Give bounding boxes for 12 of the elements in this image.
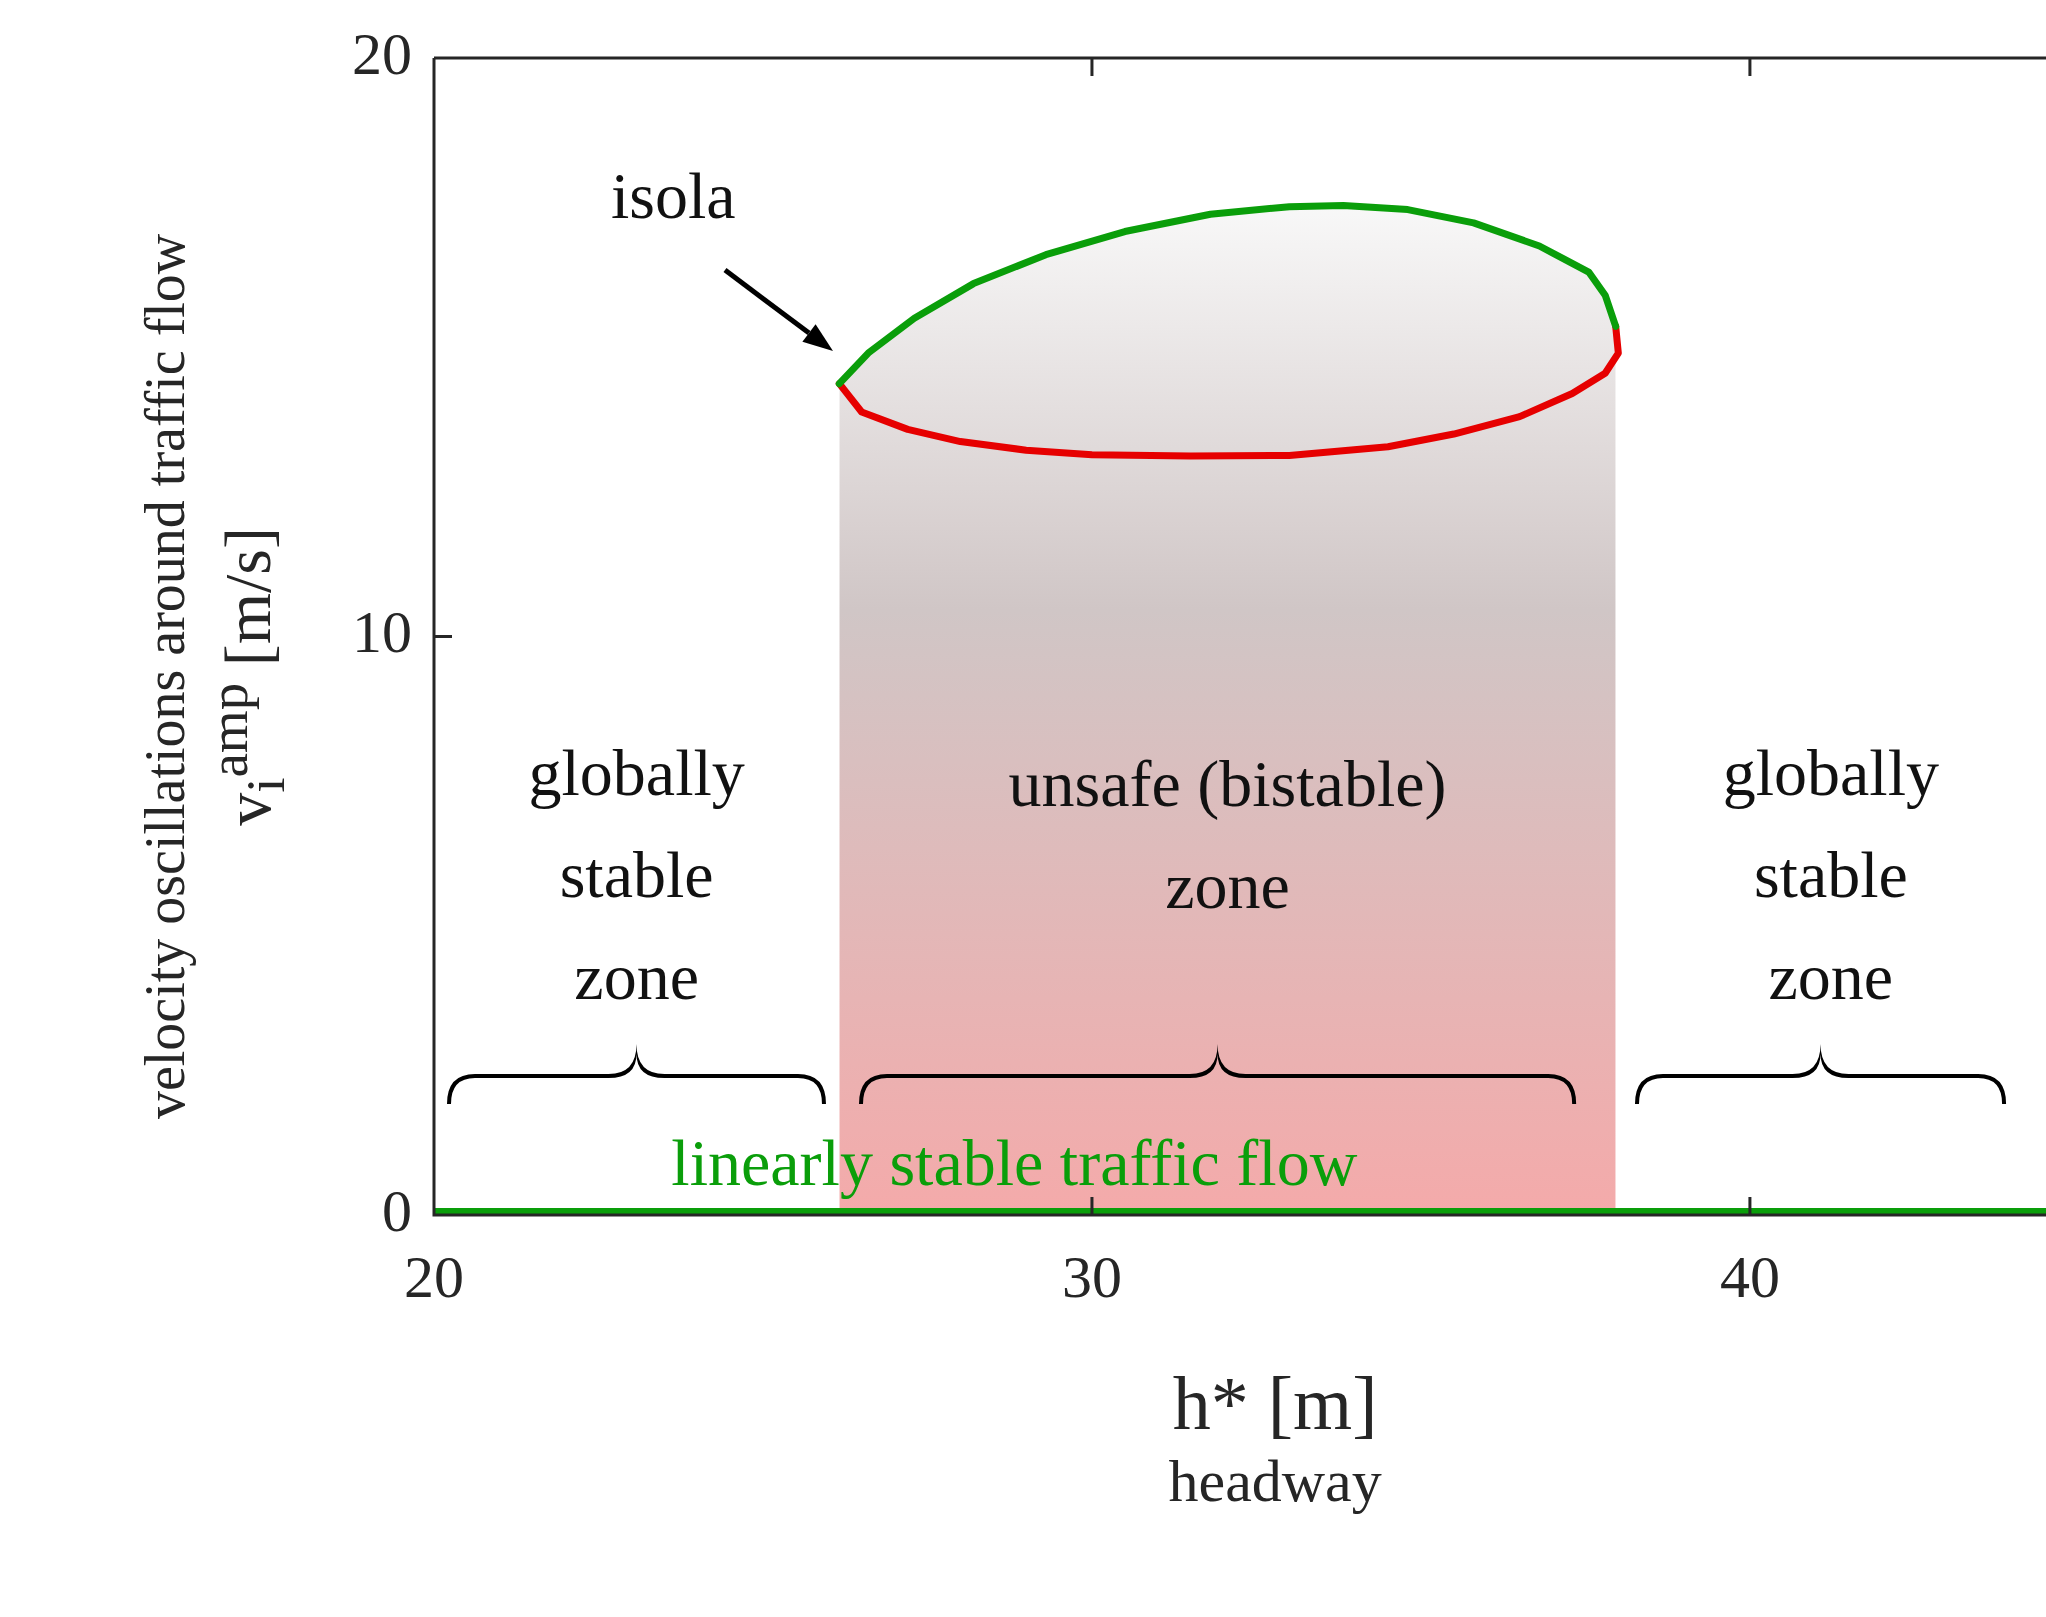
- x-axis-title: h* [m] headway: [1168, 1360, 1382, 1517]
- y-tick-label: 10: [352, 599, 412, 666]
- x-tick-label: 20: [404, 1243, 464, 1310]
- y-tick-label: 20: [352, 20, 412, 87]
- x-tick-label: 40: [1719, 1243, 1780, 1310]
- x-tick-label: 30: [1061, 1243, 1122, 1310]
- y-tick-label: 0: [382, 1177, 412, 1244]
- band-label: unsafe (bistable) zone: [1008, 746, 1447, 922]
- series-label: linearly stable traffic flow: [671, 1126, 1358, 1199]
- annotation: isola: [610, 159, 736, 233]
- annotation: globally stable zone: [1722, 735, 1939, 1013]
- annotation: globally stable zone: [528, 735, 745, 1013]
